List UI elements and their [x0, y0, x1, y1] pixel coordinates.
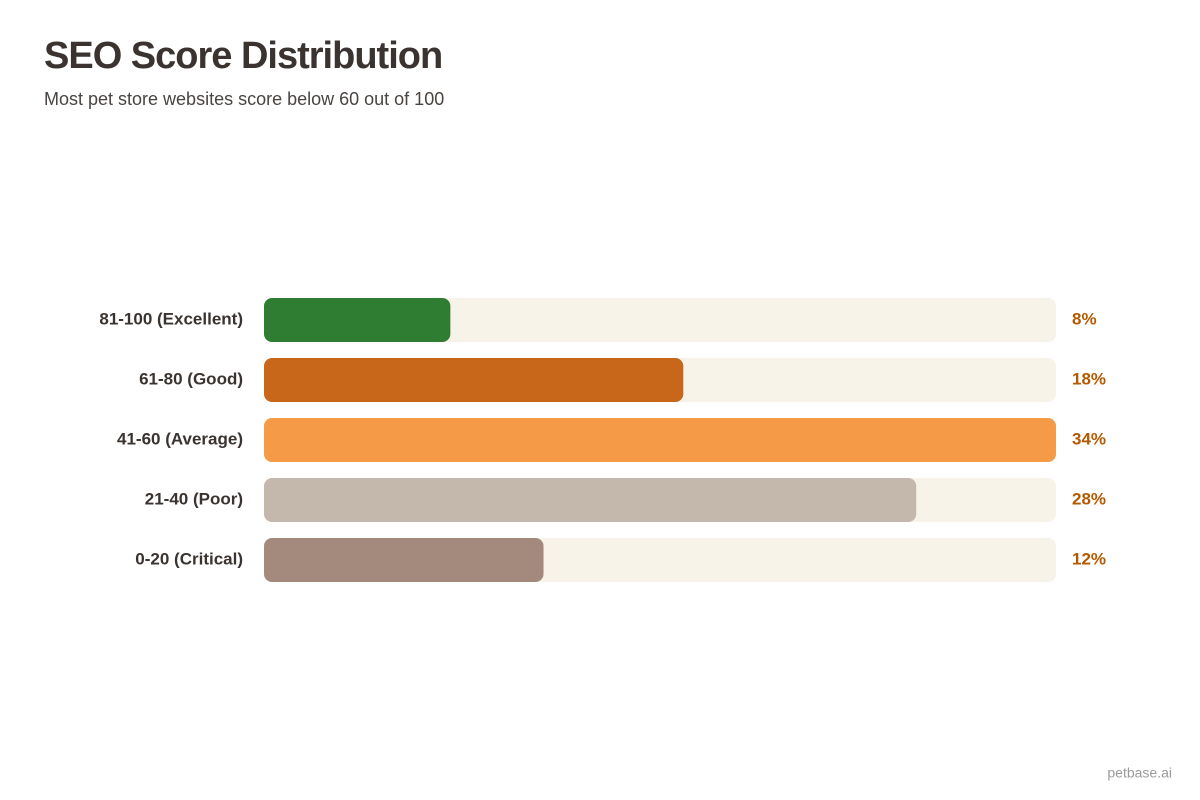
- footer: petbase.ai: [1107, 765, 1172, 781]
- value-label: 18%: [1072, 369, 1106, 388]
- category-label: 0-20 (Critical): [135, 549, 243, 568]
- value-label: 28%: [1072, 489, 1106, 508]
- chart-subtitle: Most pet store websites score below 60 o…: [44, 89, 444, 109]
- bar: [264, 418, 1056, 462]
- chart-title: SEO Score Distribution: [44, 35, 442, 77]
- value-label: 34%: [1072, 429, 1106, 448]
- bar: [264, 298, 451, 342]
- category-label: 61-80 (Good): [139, 369, 243, 388]
- category-label: 21-40 (Poor): [145, 489, 243, 508]
- category-label: 81-100 (Excellent): [99, 309, 243, 328]
- category-label: 41-60 (Average): [117, 429, 243, 448]
- bar: [264, 538, 544, 582]
- bar: [264, 358, 684, 402]
- value-label: 12%: [1072, 549, 1106, 568]
- value-label: 8%: [1072, 309, 1097, 328]
- track: [264, 298, 1056, 342]
- bar: [264, 478, 917, 522]
